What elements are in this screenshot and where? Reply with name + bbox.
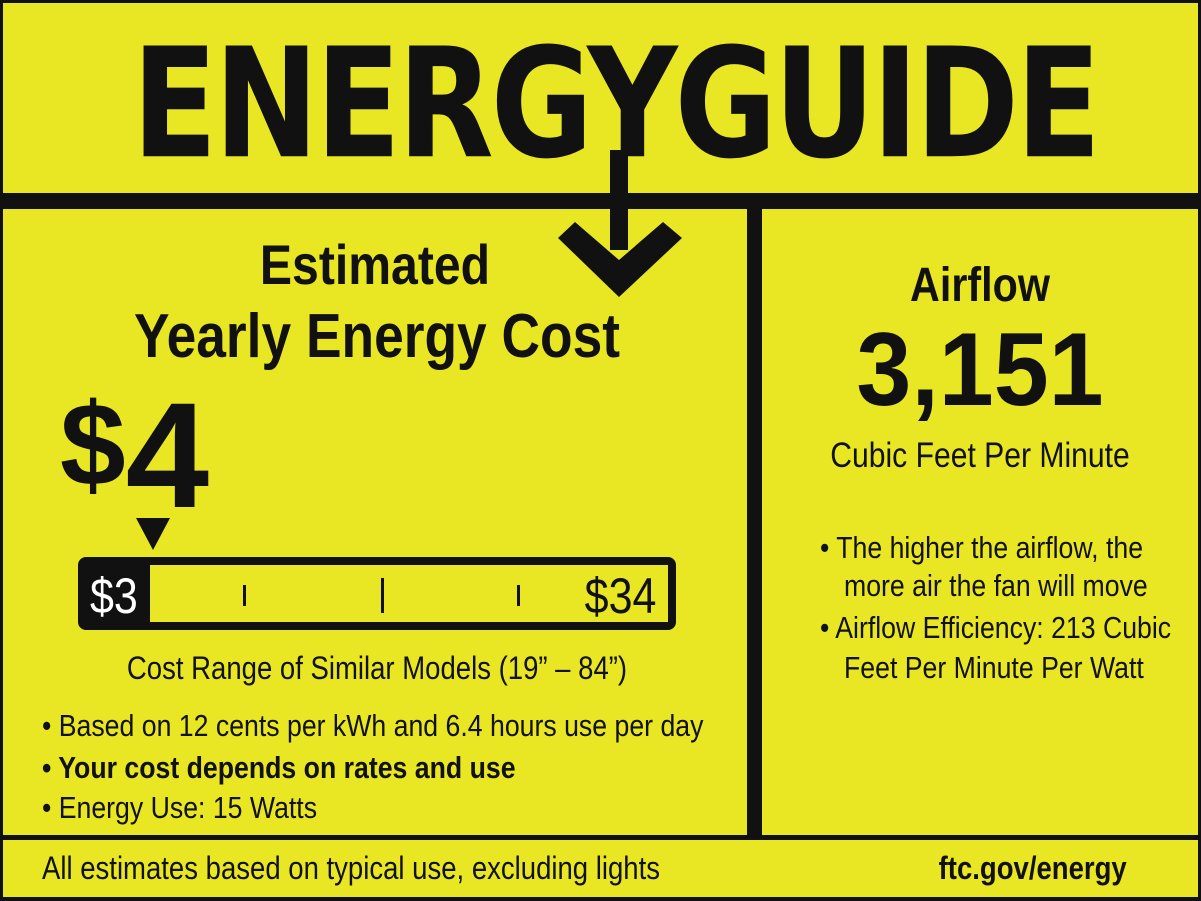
arrow-down-icon [558, 150, 682, 297]
outer-border-left [0, 0, 3, 901]
range-tick [243, 585, 246, 606]
header-divider [0, 193, 1201, 209]
cost-currency: $ [60, 379, 126, 511]
airflow-bullet: • The higher the airflow, the [820, 530, 1144, 565]
airflow-heading: Airflow [910, 259, 1050, 312]
cost-bullet-bold: • Your cost depends on rates and use [42, 750, 516, 785]
range-min-box [85, 564, 150, 623]
range-tick-mid [381, 578, 384, 613]
airflow-bullet: Feet Per Minute Per Watt [844, 650, 1144, 685]
airflow-bullet: more air the fan will move [844, 568, 1148, 603]
cost-bullet: • Based on 12 cents per kWh and 6.4 hour… [42, 708, 704, 743]
estimated-cost: $4 [60, 380, 209, 530]
cost-heading-line1: Estimated [259, 233, 491, 296]
cost-bullet: • Energy Use: 15 Watts [42, 790, 318, 825]
footer-note: All estimates based on typical use, excl… [42, 850, 661, 886]
airflow-unit: Cubic Feet Per Minute [830, 436, 1130, 475]
outer-border-top [0, 0, 1201, 3]
cost-marker-icon [136, 518, 170, 550]
range-max-label: $34 [584, 568, 656, 624]
cost-value: 4 [125, 371, 210, 539]
range-caption: Cost Range of Similar Models (19” – 84”) [126, 650, 628, 686]
footer-divider [0, 835, 1201, 840]
outer-border-bottom [0, 897, 1201, 901]
cost-range-bar: $3 $34 [78, 557, 676, 630]
range-tick [517, 585, 520, 606]
footer-link[interactable]: ftc.gov/energy [938, 850, 1127, 886]
range-min-label: $3 [90, 568, 138, 624]
airflow-value: 3,151 [856, 312, 1104, 428]
column-divider [747, 193, 762, 838]
cost-heading-line2: Yearly Energy Cost [133, 302, 621, 371]
outer-border-right [1198, 0, 1201, 901]
airflow-bullet: • Airflow Efficiency: 213 Cubic [820, 610, 1172, 645]
